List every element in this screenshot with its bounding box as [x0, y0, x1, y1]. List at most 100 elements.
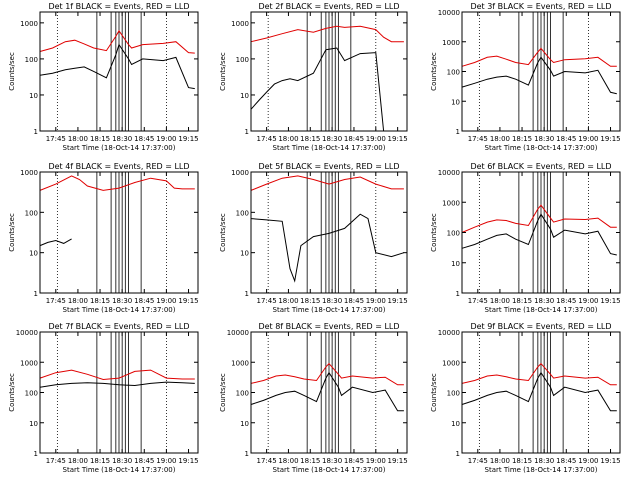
y-axis-label: Counts/sec — [8, 52, 16, 91]
series-line-events — [461, 56, 617, 95]
x-axis-label: Start Time (18-Oct-14 17:37:00) — [63, 144, 176, 152]
x-tick-label: 18:00 — [278, 457, 298, 465]
x-axis-label: Start Time (18-Oct-14 17:37:00) — [273, 466, 386, 474]
plot-frame — [250, 11, 408, 132]
y-tick-label: 10000 — [16, 329, 38, 337]
series-line-events — [39, 381, 195, 388]
y-tick-label: 1 — [245, 290, 249, 298]
x-tick-label: 19:00 — [578, 457, 598, 465]
x-tick-label: 18:30 — [534, 457, 554, 465]
x-tick-label: 18:30 — [534, 135, 554, 143]
x-tick-label: 18:45 — [134, 457, 154, 465]
y-tick-label: 1 — [34, 290, 38, 298]
y-tick-label: 100 — [25, 56, 38, 64]
y-axis-label: Counts/sec — [430, 52, 438, 91]
y-tick-label: 10 — [240, 92, 249, 100]
x-tick-label: 17:45 — [468, 457, 488, 465]
x-axis-label: Start Time (18-Oct-14 17:37:00) — [63, 306, 176, 314]
panel-title: Det 2f BLACK = Events, RED = LLD — [258, 2, 399, 11]
x-tick-label: 18:45 — [134, 135, 154, 143]
y-tick-label: 1 — [456, 290, 460, 298]
y-axis-label: Counts/sec — [430, 373, 438, 412]
x-tick-label: 19:00 — [366, 297, 386, 305]
series-line-lld — [250, 362, 404, 386]
y-tick-label: 1000 — [442, 39, 460, 47]
series-line-events — [250, 371, 404, 412]
x-tick-label: 18:15 — [512, 457, 532, 465]
y-tick-label: 10 — [29, 420, 38, 428]
plot-frame — [39, 171, 199, 294]
x-tick-label: 18:30 — [322, 297, 342, 305]
y-axis-label: Counts/sec — [219, 52, 227, 91]
series-line-events — [461, 371, 617, 412]
x-axis-label: Start Time (18-Oct-14 17:37:00) — [485, 144, 598, 152]
y-tick-label: 100 — [25, 209, 38, 217]
x-tick-label: 18:45 — [556, 135, 576, 143]
x-tick-label: 18:30 — [112, 135, 132, 143]
y-tick-label: 1000 — [231, 359, 249, 367]
x-tick-label: 18:30 — [534, 297, 554, 305]
x-tick-label: 18:15 — [90, 297, 110, 305]
x-tick-label: 19:15 — [600, 457, 620, 465]
x-tick-label: 19:15 — [600, 135, 620, 143]
panel-title: Det 1f BLACK = Events, RED = LLD — [48, 2, 189, 11]
y-tick-label: 1 — [245, 128, 249, 136]
x-axis-label: Start Time (18-Oct-14 17:37:00) — [63, 466, 176, 474]
x-tick-label: 18:15 — [300, 457, 320, 465]
x-tick-label: 18:15 — [300, 297, 320, 305]
panel-title: Det 8f BLACK = Events, RED = LLD — [258, 322, 399, 331]
x-tick-label: 18:45 — [344, 297, 364, 305]
panel-det-2f: Det 2f BLACK = Events, RED = LLD 1 10 100 10… — [219, 2, 408, 152]
y-tick-label: 100 — [236, 56, 249, 64]
x-tick-label: 19:00 — [156, 135, 176, 143]
x-tick-label: 18:30 — [112, 457, 132, 465]
y-tick-label: 10 — [29, 92, 38, 100]
series-line-events — [250, 213, 405, 283]
x-tick-label: 19:00 — [366, 457, 386, 465]
x-tick-label: 18:15 — [300, 135, 320, 143]
x-tick-label: 18:00 — [278, 297, 298, 305]
panel-det-6f: Det 6f BLACK = Events, RED = LLD 1 10 100 10… — [430, 162, 621, 314]
y-tick-label: 10000 — [438, 9, 460, 17]
x-tick-label: 18:30 — [322, 457, 342, 465]
x-tick-label: 18:00 — [68, 135, 88, 143]
y-tick-label: 10000 — [438, 329, 460, 337]
panel-det-8f: Det 8f BLACK = Events, RED = LLD 1 10 100 10… — [219, 322, 408, 474]
y-tick-label: 1000 — [231, 169, 249, 177]
series-line-events — [250, 47, 385, 132]
x-tick-label: 17:45 — [257, 297, 277, 305]
x-tick-label: 18:00 — [278, 135, 298, 143]
panel-det-9f: Det 9f BLACK = Events, RED = LLD 1 10 100 10… — [430, 322, 621, 474]
x-tick-label: 18:45 — [556, 297, 576, 305]
y-tick-label: 1 — [34, 128, 38, 136]
x-tick-label: 18:00 — [68, 297, 88, 305]
panel-det-3f: Det 3f BLACK = Events, RED = LLD 1 10 100 10… — [430, 2, 621, 152]
series-line-events — [39, 238, 72, 247]
series-line-lld — [461, 47, 617, 67]
x-tick-label: 19:15 — [178, 457, 198, 465]
y-tick-label: 100 — [447, 69, 460, 77]
x-tick-label: 18:15 — [90, 135, 110, 143]
x-tick-label: 18:00 — [68, 457, 88, 465]
series-line-lld — [461, 204, 617, 233]
x-axis-label: Start Time (18-Oct-14 17:37:00) — [273, 306, 386, 314]
y-tick-label: 1000 — [442, 199, 460, 207]
y-axis-label: Counts/sec — [8, 373, 16, 412]
x-tick-label: 18:30 — [112, 297, 132, 305]
x-tick-label: 19:15 — [600, 297, 620, 305]
x-tick-label: 17:45 — [468, 135, 488, 143]
x-axis-label: Start Time (18-Oct-14 17:37:00) — [273, 144, 386, 152]
y-tick-label: 100 — [25, 390, 38, 398]
y-tick-label: 10000 — [438, 169, 460, 177]
series-line-lld — [461, 362, 617, 386]
series-line-events — [461, 213, 617, 256]
series-line-lld — [39, 369, 195, 381]
plot-frame — [250, 171, 408, 294]
y-tick-label: 1000 — [20, 359, 38, 367]
x-tick-label: 18:45 — [344, 457, 364, 465]
x-tick-label: 19:15 — [388, 457, 408, 465]
x-tick-label: 19:00 — [156, 457, 176, 465]
y-tick-label: 1000 — [20, 20, 38, 28]
panel-title: Det 5f BLACK = Events, RED = LLD — [258, 162, 399, 171]
